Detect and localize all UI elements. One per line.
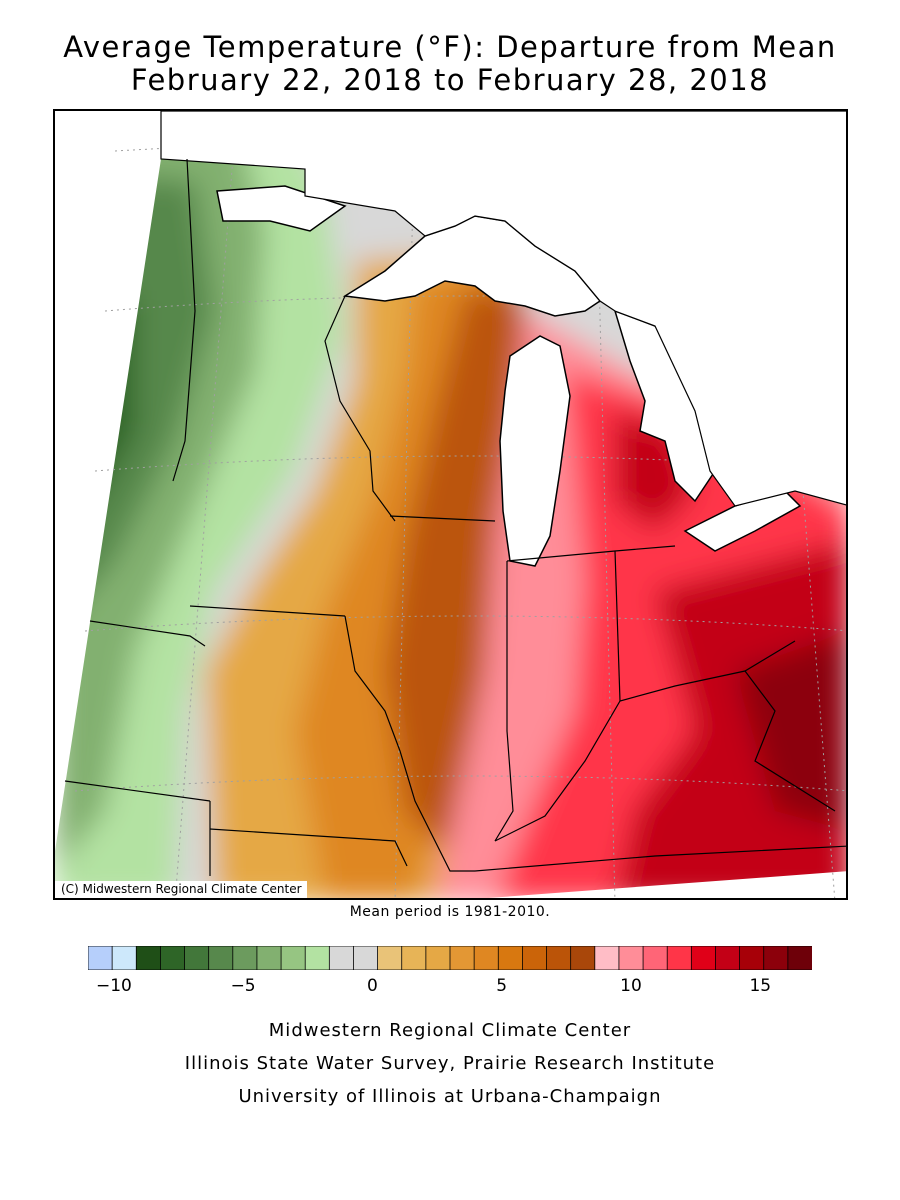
legend-swatch: [546, 946, 572, 970]
map-canvas: [55, 111, 846, 898]
legend-swatch: [304, 946, 331, 970]
legend-swatch: [570, 946, 596, 970]
border-sd-ne: [89, 620, 206, 647]
map-copyright: (C) Midwestern Regional Climate Center: [55, 881, 307, 898]
border-ia-mo: [209, 828, 408, 867]
legend-swatch: [328, 946, 355, 970]
legend-swatch: [618, 946, 644, 970]
border-mn-wi: [324, 295, 396, 522]
border-in-oh: [614, 550, 621, 702]
legend-swatch: [208, 946, 234, 970]
legend-swatch: [377, 946, 403, 970]
border-mn-ia: [189, 605, 346, 617]
legend-tick-label: 10: [620, 976, 642, 996]
credit-isws: Illinois State Water Survey, Prairie Res…: [184, 1053, 716, 1074]
state-boundaries: [64, 158, 846, 876]
hot-zone-max: [735, 631, 846, 831]
legend-swatch: [256, 946, 282, 970]
color-legend: [88, 946, 812, 970]
legend-swatch: [401, 946, 427, 970]
legend-swatch: [160, 946, 186, 970]
legend-tick-label: −10: [95, 976, 132, 996]
legend-swatch: [88, 946, 113, 970]
legend-swatch: [111, 946, 138, 970]
legend-swatch: [473, 946, 500, 970]
border-nd-mn: [172, 158, 196, 482]
border-wi-il: [389, 515, 496, 522]
legend-swatch: [135, 946, 162, 970]
credit-mrcc: Midwestern Regional Climate Center: [268, 1020, 632, 1041]
legend-swatch: [425, 946, 451, 970]
legend-swatch: [763, 946, 789, 970]
legend-swatch: [497, 946, 524, 970]
legend-tick-labels: −10 −5 0 5 10 15: [88, 976, 812, 996]
legend-swatch: [787, 946, 812, 970]
map-subtitle-dates: February 22, 2018 to February 28, 2018: [130, 63, 770, 97]
legend-swatch: [280, 946, 307, 970]
border-il-in: [494, 561, 514, 842]
legend-swatch: [666, 946, 693, 970]
map-title: Average Temperature (°F): Departure from…: [63, 30, 837, 64]
legend-swatch: [642, 946, 669, 970]
legend-swatch: [690, 946, 717, 970]
warm-zone-core: [385, 291, 525, 851]
legend-swatch: [353, 946, 379, 970]
legend-tick-label: 0: [366, 976, 378, 996]
border-wv: [744, 670, 836, 812]
border-ne-ks: [64, 780, 211, 802]
border-mo-ky: [429, 830, 475, 872]
legend-swatch: [449, 946, 475, 970]
legend-swatch: [521, 946, 548, 970]
legend-swatch: [232, 946, 258, 970]
legend-tick-label: 15: [749, 976, 772, 996]
ontario-land: [160, 111, 846, 507]
border-mi-oh: [506, 545, 676, 562]
mean-period-note: Mean period is 1981-2010.: [349, 904, 551, 920]
legend-swatch: [184, 946, 210, 970]
temperature-departure-map: (C) Midwestern Regional Climate Center: [53, 109, 848, 900]
legend-swatch: [739, 946, 765, 970]
credit-uiuc: University of Illinois at Urbana-Champai…: [238, 1086, 662, 1107]
border-ky-tn: [474, 845, 846, 872]
legend-tick-label: 5: [496, 976, 508, 996]
legend-swatch: [594, 946, 620, 970]
great-lakes: [216, 185, 802, 567]
legend-swatch: [715, 946, 741, 970]
lake-michigan: [499, 335, 571, 567]
border-ia-il: [344, 615, 431, 832]
legend-tick-label: −5: [230, 976, 256, 996]
